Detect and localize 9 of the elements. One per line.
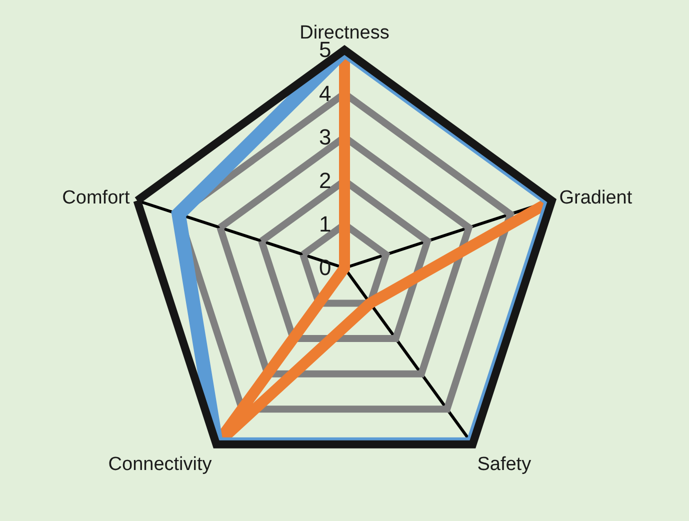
y-tick-label: 2 bbox=[319, 168, 332, 193]
y-tick-label: 4 bbox=[319, 80, 332, 106]
spoke-label: Safety bbox=[477, 454, 532, 475]
spoke-label: Gradient bbox=[559, 187, 633, 208]
spoke-label: Connectivity bbox=[108, 454, 212, 475]
y-tick-label: 0 bbox=[319, 255, 332, 280]
spoke-label: Comfort bbox=[62, 187, 130, 208]
y-tick-label: 1 bbox=[319, 212, 332, 237]
y-tick-label: 3 bbox=[319, 124, 332, 150]
